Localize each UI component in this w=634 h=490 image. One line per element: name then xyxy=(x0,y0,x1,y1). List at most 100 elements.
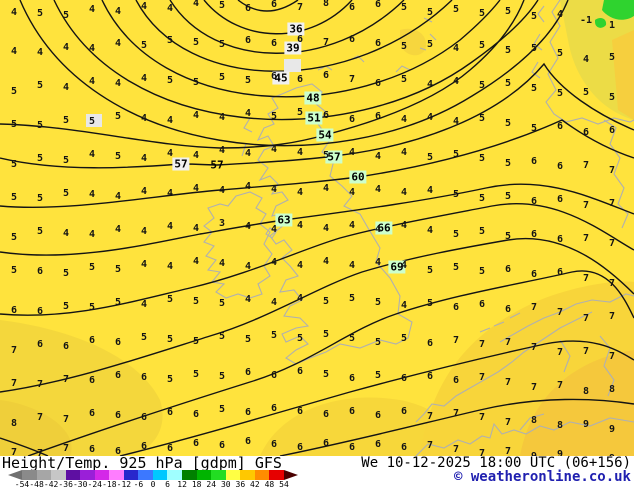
colorbar-tick-label: 42 xyxy=(250,480,260,489)
temp-value: 5 xyxy=(166,373,174,385)
temp-value: 7 xyxy=(478,372,486,384)
temp-value: 4 xyxy=(88,189,96,201)
temp-value: 7 xyxy=(62,373,70,385)
temp-value: 6 xyxy=(452,301,460,313)
temp-value: 6 xyxy=(270,439,278,450)
temp-value: 5 xyxy=(296,107,304,119)
temp-value: 7 xyxy=(62,413,70,425)
temp-value: 7 xyxy=(10,378,18,390)
temp-value: 4 xyxy=(114,223,122,235)
colorbar-tick-label: 30 xyxy=(220,480,231,489)
colorbar-tick-label: -30 xyxy=(72,480,88,489)
temp-value: 4 xyxy=(114,77,122,89)
temp-value: 5 xyxy=(10,159,18,171)
temp-value: 6 xyxy=(140,411,148,423)
temp-value: 5 xyxy=(556,48,564,60)
temp-value: 6 xyxy=(348,372,356,384)
temp-value: 6 xyxy=(452,374,460,386)
temp-value: 4 xyxy=(10,46,18,58)
temp-value: 7 xyxy=(556,307,564,319)
temp-value: 4 xyxy=(218,112,226,124)
temperature-shade-patch xyxy=(260,397,470,456)
temp-value: 6 xyxy=(296,74,304,86)
temp-value: 5 xyxy=(62,300,70,312)
temp-value: 5 xyxy=(530,11,538,23)
temp-value: 4 xyxy=(582,53,590,65)
coastline xyxy=(537,5,545,23)
copyright-link[interactable]: © weatheronline.co.uk xyxy=(453,469,631,485)
temp-value: 6 xyxy=(374,438,382,450)
temp-value: 7 xyxy=(608,238,616,250)
coastline xyxy=(559,339,571,373)
temp-value: 6 xyxy=(530,196,538,208)
colorbar-tick-label: -54 xyxy=(14,480,30,489)
temp-value: 4 xyxy=(270,297,278,308)
temp-value: 8 xyxy=(10,418,18,430)
temp-value: 6 xyxy=(426,337,434,349)
temp-value: 5 xyxy=(322,150,330,162)
temperature-shade-patch xyxy=(0,400,72,456)
temp-value: 5 xyxy=(452,261,460,273)
temp-value: 5 xyxy=(296,333,304,345)
temp-value: 7 xyxy=(62,442,70,454)
temp-value: 6 xyxy=(296,442,304,454)
temp-value: 4 xyxy=(244,181,252,193)
temp-value: 7 xyxy=(556,347,564,359)
temp-value: 4 xyxy=(400,300,408,312)
temp-value: 5 xyxy=(608,92,616,104)
temp-value: 4 xyxy=(374,183,382,195)
temp-value: 5 xyxy=(374,296,382,308)
colorbar-segment xyxy=(254,470,270,480)
colorbar-tick-label: 36 xyxy=(235,480,246,489)
temp-value: 6 xyxy=(504,264,512,276)
temp-value: 4 xyxy=(400,147,408,159)
colorbar-segment xyxy=(80,470,95,480)
colorbar-tick-label: -36 xyxy=(58,480,73,489)
colorbar-segment xyxy=(182,470,197,480)
height-contour-line xyxy=(19,0,569,147)
temp-value: 6 xyxy=(348,405,356,417)
temp-value: 6 xyxy=(374,77,382,89)
temp-value: 6 xyxy=(504,304,512,316)
temp-value: 7 xyxy=(10,447,18,456)
temp-value: 5 xyxy=(556,88,564,100)
temp-value: 5 xyxy=(478,193,486,205)
temp-value: 5 xyxy=(62,267,70,279)
colorbar-tick-label: 12 xyxy=(177,480,187,489)
temp-value: 5 xyxy=(244,334,252,346)
temp-value: 4 xyxy=(270,257,278,268)
temp-value: 7 xyxy=(582,199,590,211)
temp-value: 6 xyxy=(114,409,122,421)
temp-value: 6 xyxy=(296,406,304,418)
temp-value: 1 xyxy=(608,20,616,32)
temp-value: 5 xyxy=(504,118,512,130)
temp-value: 4 xyxy=(426,184,434,196)
temp-value: 4 xyxy=(322,183,330,195)
temp-value: 6 xyxy=(322,409,330,421)
temp-value: 5 xyxy=(244,75,252,87)
temp-value: 5 xyxy=(218,331,226,343)
temp-value: 6 xyxy=(348,33,356,45)
temp-value: 7 xyxy=(608,311,616,323)
temp-value: 6 xyxy=(374,409,382,421)
temp-value: 5 xyxy=(166,293,174,305)
coastline xyxy=(493,321,505,327)
temp-value: 6 xyxy=(270,71,278,82)
contour-label: 39 xyxy=(284,41,302,55)
temp-value: 5 xyxy=(270,111,278,122)
temp-value: 4 xyxy=(426,78,434,90)
temp-value: 5 xyxy=(192,295,200,307)
temp-value: 7 xyxy=(504,446,512,456)
colorbar-segment xyxy=(109,470,124,480)
temp-value: 4 xyxy=(114,190,122,202)
colorbar-tick-label: -6 xyxy=(133,480,144,489)
temp-value: 4 xyxy=(374,223,382,235)
temp-value: 3 xyxy=(218,218,226,230)
temp-value: 7 xyxy=(322,37,330,49)
height-contour-line xyxy=(0,203,634,316)
temp-value: 7 xyxy=(530,302,538,314)
temp-value: 5 xyxy=(10,265,18,277)
contour-label: 51 xyxy=(305,111,323,125)
temp-value: 6 xyxy=(556,234,564,246)
